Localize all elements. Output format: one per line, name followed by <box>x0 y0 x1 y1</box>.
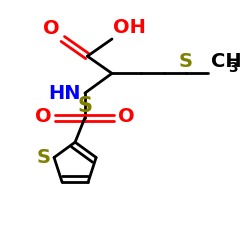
Text: O: O <box>42 19 59 38</box>
Text: S: S <box>179 52 193 72</box>
Text: S: S <box>78 96 92 116</box>
Text: HN: HN <box>49 84 81 102</box>
Text: 3: 3 <box>228 61 237 75</box>
Text: O: O <box>118 107 135 126</box>
Text: CH: CH <box>211 52 241 72</box>
Text: S: S <box>37 148 51 167</box>
Text: OH: OH <box>113 18 146 36</box>
Text: O: O <box>35 107 52 126</box>
